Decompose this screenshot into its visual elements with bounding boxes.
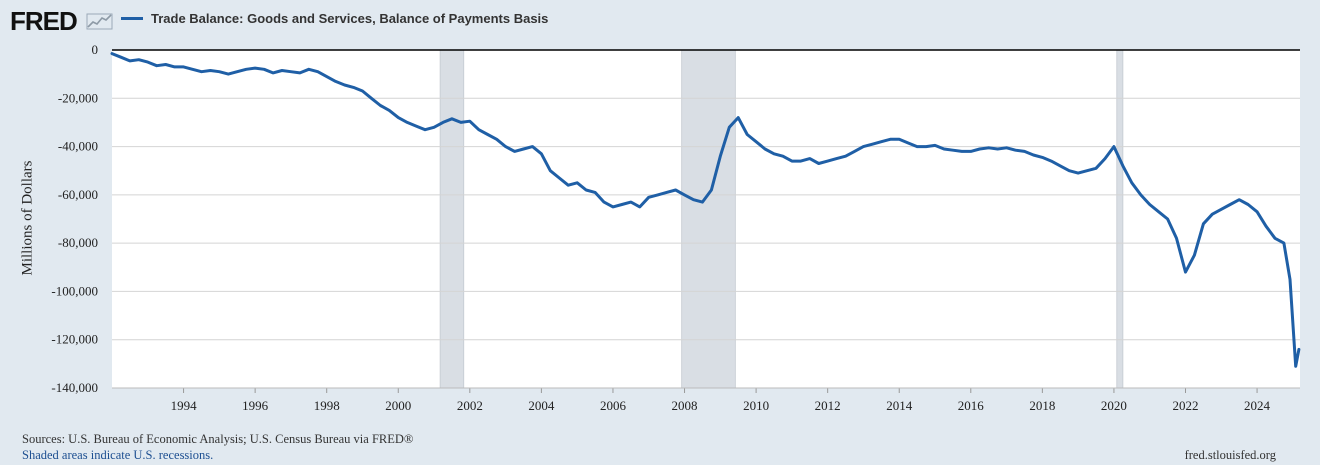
x-tick-label: 1996 — [242, 398, 269, 413]
x-tick-label: 2000 — [385, 398, 411, 413]
y-tick-label: -60,000 — [58, 187, 98, 202]
x-tick-label: 2024 — [1244, 398, 1271, 413]
y-tick-label: -100,000 — [51, 283, 98, 298]
fred-logo[interactable]: FRED — [10, 6, 78, 36]
fred-logo-graph-icon — [86, 13, 113, 30]
x-tick-label: 2020 — [1101, 398, 1127, 413]
recession-band — [1116, 49, 1124, 389]
x-tick-label: 2012 — [815, 398, 841, 413]
x-tick-label: 2008 — [672, 398, 698, 413]
y-tick-label: -120,000 — [51, 332, 98, 347]
y-tick-label: -80,000 — [58, 235, 98, 250]
recession-bands — [439, 49, 1124, 389]
fred-url[interactable]: fred.stlouisfed.org — [1184, 448, 1276, 462]
y-tick-label: -140,000 — [51, 380, 98, 395]
legend: Trade Balance: Goods and Services, Balan… — [121, 11, 548, 26]
series-line — [110, 52, 1301, 368]
x-tick-label: 2014 — [886, 398, 913, 413]
y-tick-label: -20,000 — [58, 90, 98, 105]
x-tick-label: 2002 — [457, 398, 483, 413]
x-tick-label: 2004 — [528, 398, 555, 413]
legend-label: Trade Balance: Goods and Services, Balan… — [151, 11, 549, 26]
recessions-note: Shaded areas indicate U.S. recessions. — [22, 448, 214, 462]
recession-band — [439, 49, 465, 389]
legend-swatch — [121, 17, 143, 20]
x-tick-label: 1994 — [171, 398, 198, 413]
x-tick-label: 2010 — [743, 398, 769, 413]
x-tick-label: 1998 — [314, 398, 340, 413]
x-tick-label: 2022 — [1172, 398, 1198, 413]
x-tick-label: 2018 — [1029, 398, 1055, 413]
x-tick-label: 2006 — [600, 398, 627, 413]
recession-band — [681, 49, 736, 389]
x-tick-label: 2016 — [958, 398, 985, 413]
series-layer — [110, 52, 1301, 368]
y-tick-label: 0 — [92, 42, 99, 57]
sources-note: Sources: U.S. Bureau of Economic Analysi… — [22, 432, 414, 446]
axes: 0 -20,000 -40,000 -60,000 -80,000 -100,000 -12… — [51, 42, 1300, 413]
y-tick-label: -40,000 — [58, 139, 98, 154]
